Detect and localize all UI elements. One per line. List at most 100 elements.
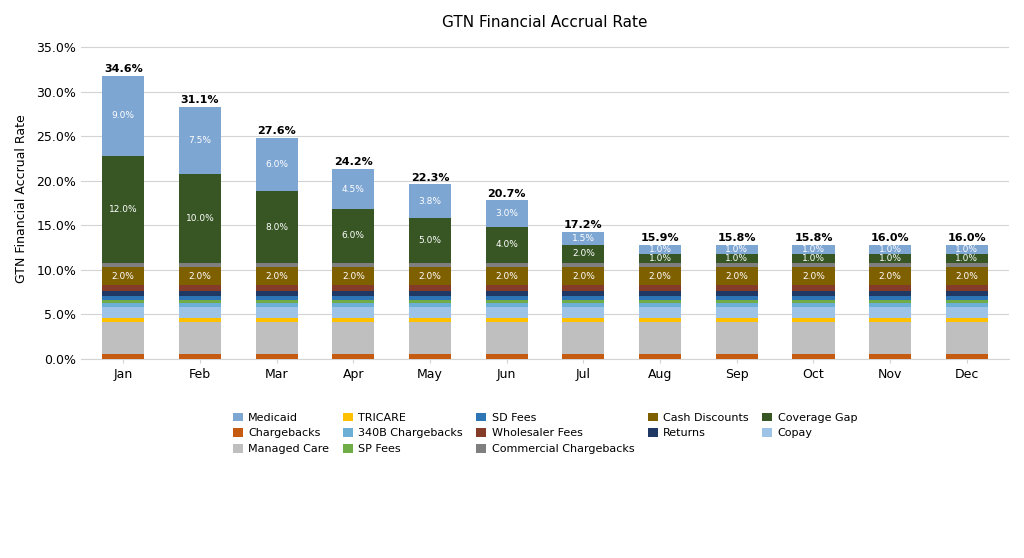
Bar [332,323,375,354]
Bar [485,354,527,359]
Bar [485,227,527,263]
Bar [946,354,988,359]
Text: 31.1%: 31.1% [180,95,219,105]
Bar [793,291,835,296]
Bar [716,267,758,285]
Bar [716,245,758,254]
Bar [869,318,911,323]
Bar [409,354,452,359]
Bar [793,263,835,267]
Bar [869,323,911,354]
Bar [332,303,375,307]
Bar [716,303,758,307]
Bar [179,318,221,323]
Legend: Medicaid, Chargebacks, Managed Care, TRICARE, 340B Chargebacks, SP Fees, SD Fees: Medicaid, Chargebacks, Managed Care, TRI… [232,413,857,454]
Text: 15.9%: 15.9% [641,233,679,243]
Bar [332,291,375,296]
Text: 9.0%: 9.0% [112,111,135,120]
Bar [639,267,681,285]
Text: 1.0%: 1.0% [648,245,672,254]
Text: 5.0%: 5.0% [419,236,441,245]
Text: 1.0%: 1.0% [648,254,672,263]
Text: 2.0%: 2.0% [572,249,595,258]
Bar [485,267,527,285]
Bar [102,296,144,300]
Bar [179,307,221,318]
Bar [102,323,144,354]
Bar [562,245,604,263]
Bar [716,263,758,267]
Bar [179,263,221,267]
Bar [562,303,604,307]
Bar [869,285,911,291]
Bar [869,263,911,267]
Bar [793,354,835,359]
Bar [102,285,144,291]
Bar [869,296,911,300]
Y-axis label: GTN Financial Accrual Rate: GTN Financial Accrual Rate [15,114,28,283]
Bar [332,296,375,300]
Bar [716,300,758,303]
Bar [256,300,298,303]
Bar [179,303,221,307]
Bar [179,323,221,354]
Bar [102,75,144,156]
Bar [409,307,452,318]
Bar [332,263,375,267]
Bar [256,354,298,359]
Bar [102,263,144,267]
Text: 1.0%: 1.0% [879,245,902,254]
Bar [639,318,681,323]
Bar [793,285,835,291]
Bar [562,285,604,291]
Text: 17.2%: 17.2% [564,220,603,230]
Bar [332,354,375,359]
Bar [409,184,452,218]
Bar [869,354,911,359]
Title: GTN Financial Accrual Rate: GTN Financial Accrual Rate [442,15,648,30]
Bar [639,303,681,307]
Bar [409,303,452,307]
Text: 2.0%: 2.0% [648,272,672,281]
Bar [409,323,452,354]
Text: 4.0%: 4.0% [496,240,518,249]
Bar [946,254,988,263]
Bar [256,191,298,263]
Bar [562,307,604,318]
Text: 2.0%: 2.0% [342,272,365,281]
Text: 2.0%: 2.0% [802,272,825,281]
Bar [869,291,911,296]
Bar [102,318,144,323]
Bar [256,263,298,267]
Text: 6.0%: 6.0% [342,232,365,240]
Bar [946,263,988,267]
Bar [946,303,988,307]
Text: 2.0%: 2.0% [572,272,595,281]
Bar [562,296,604,300]
Bar [639,291,681,296]
Bar [256,323,298,354]
Text: 24.2%: 24.2% [334,157,373,167]
Text: 1.0%: 1.0% [879,254,902,263]
Bar [562,291,604,296]
Bar [409,218,452,263]
Text: 1.0%: 1.0% [955,254,978,263]
Bar [793,300,835,303]
Bar [946,291,988,296]
Bar [485,296,527,300]
Bar [332,307,375,318]
Bar [639,285,681,291]
Bar [716,354,758,359]
Bar [179,296,221,300]
Bar [562,300,604,303]
Bar [102,300,144,303]
Text: 6.0%: 6.0% [265,160,288,169]
Bar [946,267,988,285]
Bar [102,354,144,359]
Bar [409,296,452,300]
Bar [179,300,221,303]
Bar [179,107,221,174]
Bar [869,303,911,307]
Text: 16.0%: 16.0% [947,233,986,243]
Bar [716,285,758,291]
